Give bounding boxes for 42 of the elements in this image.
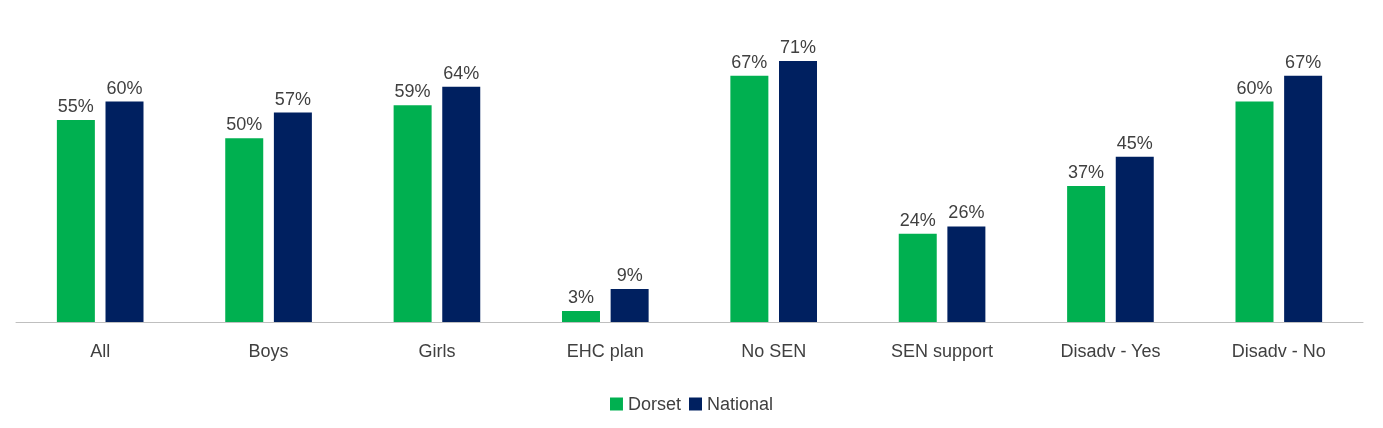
x-tick-label: Boys [248, 341, 289, 361]
x-tick-label: Disadv - Yes [1060, 341, 1161, 361]
bar [561, 310, 600, 322]
bar [898, 233, 937, 322]
bar [730, 75, 769, 322]
data-label: 59% [394, 81, 431, 102]
bar [1067, 186, 1106, 322]
bar [1284, 75, 1323, 322]
legend-label: Dorset [627, 394, 681, 414]
x-tick-label: No SEN [741, 341, 807, 361]
data-label: 37% [1068, 162, 1105, 183]
data-label: 67% [731, 51, 768, 72]
bar [393, 105, 432, 322]
x-tick-label: All [90, 341, 111, 361]
data-label: 55% [57, 95, 94, 116]
bar [1115, 156, 1154, 322]
data-label: 60% [106, 77, 143, 98]
x-tick-label: SEN support [891, 341, 994, 361]
x-tick-label: Girls [418, 341, 456, 361]
bar [225, 138, 264, 322]
data-label: 45% [1116, 132, 1153, 153]
data-label: 24% [899, 209, 936, 230]
data-label: 71% [779, 37, 817, 58]
bar [610, 288, 649, 322]
data-label: 57% [274, 88, 311, 109]
legend-label: National [706, 394, 774, 414]
bar [56, 119, 95, 322]
x-tick-label: EHC plan [566, 341, 644, 361]
data-label: 26% [948, 202, 985, 223]
data-label: 3% [567, 286, 594, 307]
x-tick-label: Disadv - No [1231, 341, 1326, 361]
bar [105, 101, 144, 322]
bar [779, 61, 818, 322]
data-label: 50% [226, 114, 263, 135]
bar [947, 226, 986, 322]
bar [1235, 101, 1274, 322]
bar [273, 112, 312, 322]
data-label: 67% [1285, 51, 1322, 72]
data-label: 60% [1236, 77, 1273, 98]
data-label: 9% [616, 264, 643, 285]
bar [442, 86, 481, 322]
data-label: 64% [443, 62, 480, 83]
